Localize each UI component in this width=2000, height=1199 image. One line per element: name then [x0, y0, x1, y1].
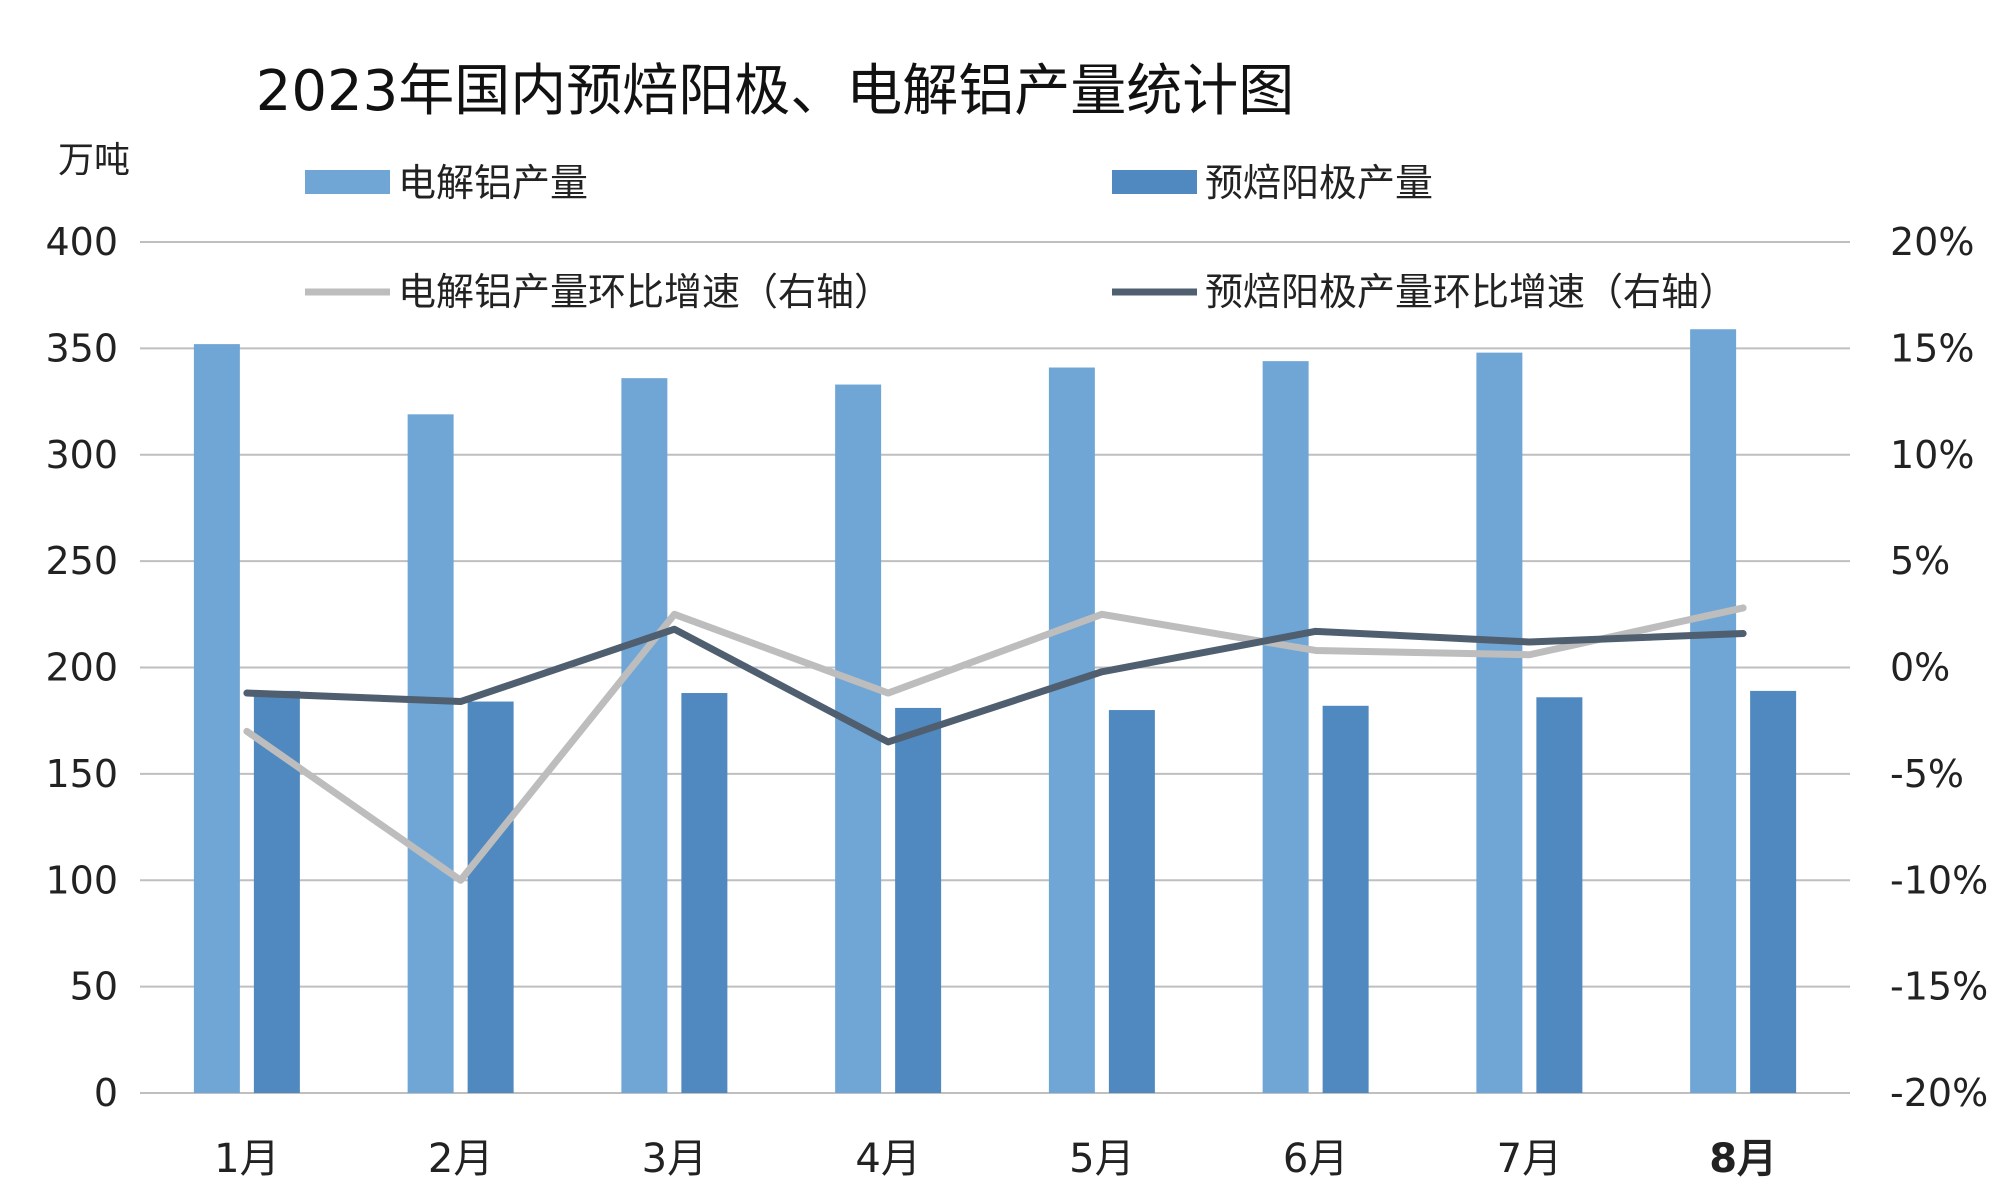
bar-aluminum-output: [1048, 367, 1095, 1094]
bar-anode-output: [1322, 705, 1369, 1093]
line-series: [243, 604, 1747, 884]
y-tick-label: 150: [45, 752, 118, 796]
y2-tick-label: 0%: [1890, 646, 1950, 690]
x-tick-label: 2月: [428, 1136, 493, 1182]
bar-anode-output: [253, 690, 300, 1093]
x-tick-label: 8月: [1709, 1136, 1777, 1182]
bar-aluminum-output: [407, 414, 454, 1093]
y2-tick-label: -10%: [1890, 858, 1988, 902]
y-tick-label: 50: [70, 965, 118, 1009]
x-tick-label: 1月: [214, 1136, 279, 1182]
x-tick-label: 7月: [1497, 1136, 1562, 1182]
legend-label-aluminum-output: 电解铝产量: [398, 161, 588, 205]
legend-label-anode-growth: 预焙阳极产量环比增速（右轴）: [1205, 270, 1737, 314]
legend: 电解铝产量 预焙阳极产量 电解铝产量环比增速（右轴） 预焙阳极产量环比增速（右轴…: [305, 161, 1737, 314]
y2-tick-label: 5%: [1890, 539, 1950, 583]
y-tick-label: 400: [45, 220, 118, 264]
y-tick-label: 250: [45, 539, 118, 583]
y2-tick-label: -5%: [1890, 752, 1964, 796]
line-anode-growth: [243, 625, 1747, 746]
bar-aluminum-output: [1262, 361, 1309, 1093]
bar-anode-output: [895, 707, 942, 1093]
x-tick-label: 5月: [1069, 1136, 1134, 1182]
x-tick-label: 6月: [1283, 1136, 1348, 1182]
legend-swatch-anode-output: [1112, 170, 1197, 194]
legend-item-aluminum-growth: 电解铝产量环比增速（右轴）: [305, 270, 892, 314]
y2-tick-label: 15%: [1890, 326, 1974, 370]
x-tick-label: 3月: [642, 1136, 707, 1182]
bar-series: [193, 329, 1797, 1094]
bar-anode-output: [467, 701, 514, 1093]
left-axis-ticks: 0 50 100 150 200 250 300 350 400: [45, 220, 118, 1115]
y-tick-label: 100: [45, 858, 118, 902]
gridlines: [140, 241, 1850, 1094]
bar-anode-output: [1750, 690, 1797, 1093]
y-tick-label: 200: [45, 646, 118, 690]
y2-tick-label: -20%: [1890, 1071, 1988, 1115]
legend-label-aluminum-growth: 电解铝产量环比增速（右轴）: [398, 270, 892, 314]
bar-anode-output: [681, 693, 728, 1093]
right-axis-ticks: -20% -15% -10% -5% 0% 5% 10% 15% 20%: [1890, 220, 1988, 1115]
bar-aluminum-output: [1690, 329, 1737, 1093]
line-aluminum-growth: [243, 604, 1747, 884]
legend-item-anode-output: 预焙阳极产量: [1112, 161, 1433, 205]
y2-tick-label: 10%: [1890, 433, 1974, 477]
y-tick-label: 300: [45, 433, 118, 477]
chart-title: 2023年国内预焙阳极、电解铝产量统计图: [256, 59, 1295, 124]
y-axis-unit: 万吨: [58, 140, 130, 181]
legend-swatch-aluminum-output: [305, 170, 390, 194]
bar-aluminum-output: [193, 344, 240, 1093]
bar-anode-output: [1108, 710, 1155, 1093]
legend-label-anode-output: 预焙阳极产量: [1205, 161, 1433, 205]
x-axis-ticks: 1月 2月 3月 4月 5月 6月 7月 8月: [214, 1136, 1777, 1182]
legend-item-aluminum-output: 电解铝产量: [305, 161, 588, 205]
y-tick-label: 350: [45, 326, 118, 370]
legend-item-anode-growth: 预焙阳极产量环比增速（右轴）: [1112, 270, 1737, 314]
x-tick-label: 4月: [855, 1136, 920, 1182]
y-tick-label: 0: [94, 1071, 118, 1115]
bar-anode-output: [1536, 697, 1583, 1093]
bar-aluminum-output: [835, 384, 882, 1094]
y2-tick-label: -15%: [1890, 965, 1988, 1009]
bar-aluminum-output: [1476, 352, 1523, 1093]
y2-tick-label: 20%: [1890, 220, 1974, 264]
bar-aluminum-output: [621, 378, 668, 1093]
